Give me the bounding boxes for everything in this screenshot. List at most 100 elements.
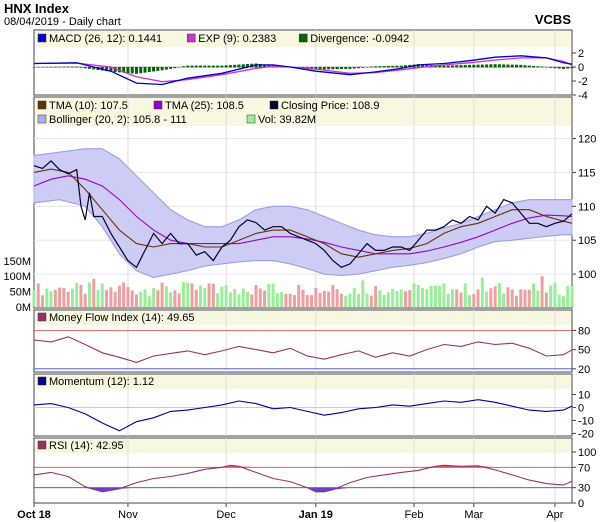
volume-bar bbox=[450, 289, 454, 307]
volume-bar bbox=[369, 295, 373, 307]
volume-bar bbox=[374, 286, 378, 307]
volume-bar bbox=[519, 289, 523, 307]
mfi-legend-bg bbox=[35, 311, 571, 325]
mfi-ytick-label: 50 bbox=[578, 345, 590, 357]
macd-divergence-bar bbox=[186, 65, 190, 68]
volume-bar bbox=[438, 285, 442, 307]
macd-divergence-bar bbox=[523, 65, 527, 68]
macd-divergence-bar bbox=[41, 66, 45, 68]
macd-divergence-bar bbox=[416, 64, 420, 68]
volume-bar bbox=[357, 294, 361, 307]
volume-bar bbox=[331, 284, 335, 307]
macd-divergence-bar bbox=[258, 64, 262, 68]
macd-divergence-bar bbox=[374, 66, 378, 68]
macd-divergence-bar bbox=[75, 66, 79, 68]
volume-bar bbox=[476, 289, 480, 307]
macd-divergence-bar bbox=[109, 67, 113, 72]
volume-bar bbox=[164, 286, 168, 307]
volume-bar bbox=[275, 293, 279, 307]
volume-bar bbox=[169, 292, 173, 307]
volume-bar bbox=[485, 291, 489, 307]
macd-divergence-bar bbox=[216, 65, 220, 68]
macd-divergence-bar bbox=[224, 65, 228, 68]
x-tick-label: Jan 19 bbox=[299, 509, 333, 521]
volume-bar bbox=[177, 293, 181, 307]
macd-divergence-bar bbox=[357, 67, 361, 69]
macd-divergence-bar bbox=[502, 64, 506, 68]
macd-divergence-bar bbox=[468, 64, 472, 68]
volume-bar bbox=[472, 293, 476, 307]
macd-divergence-bar bbox=[211, 65, 215, 68]
price-ytick-label: 105 bbox=[578, 235, 596, 247]
macd-divergence-bar bbox=[203, 65, 207, 68]
macd-divergence-bar bbox=[485, 64, 489, 68]
volume-bar bbox=[117, 285, 121, 307]
volume-bar bbox=[88, 282, 92, 307]
volume-bar bbox=[566, 286, 570, 307]
mfi-legend-label: Money Flow Index (14): 49.65 bbox=[49, 312, 195, 324]
volume-bar bbox=[199, 285, 203, 307]
macd-divergence-bar bbox=[344, 67, 348, 69]
volume-bar bbox=[245, 292, 249, 307]
volume-bar bbox=[523, 289, 527, 307]
macd-divergence-bar bbox=[450, 65, 454, 68]
volume-bar bbox=[32, 290, 36, 307]
price-series-closing-price bbox=[33, 160, 573, 269]
chart-subtitle: 08/04/2019 - Daily chart bbox=[4, 16, 121, 28]
volume-bar bbox=[160, 282, 164, 307]
price-legend-label: TMA (10): 107.5 bbox=[49, 100, 128, 112]
macd-divergence-bar bbox=[510, 64, 514, 68]
volume-bar bbox=[70, 288, 74, 307]
volume-bar bbox=[113, 291, 117, 307]
macd-divergence-bar bbox=[160, 67, 164, 71]
rsi-ytick-label: 100 bbox=[578, 447, 596, 459]
volume-bar bbox=[455, 289, 459, 307]
macd-divergence-bar bbox=[561, 67, 565, 69]
volume-bar bbox=[228, 292, 232, 307]
macd-divergence-bar bbox=[130, 67, 134, 74]
momentum-ytick-label: 0 bbox=[578, 402, 584, 414]
price-legend-label: Closing Price: 108.9 bbox=[281, 100, 379, 112]
rsi-overbought-fill bbox=[34, 465, 572, 468]
macd-divergence-bar bbox=[156, 67, 160, 71]
macd-divergence-bar bbox=[36, 66, 40, 68]
volume-bar bbox=[497, 283, 501, 307]
mfi-ytick-label: 20 bbox=[578, 364, 590, 376]
volume-bar bbox=[549, 285, 553, 307]
momentum-ytick-label: -20 bbox=[578, 428, 594, 440]
macd-divergence-bar bbox=[544, 67, 548, 68]
volume-bar bbox=[203, 287, 207, 307]
rsi-oversold-fill bbox=[34, 487, 572, 492]
macd-legend-swatch bbox=[298, 33, 308, 43]
price-legend-label: Bollinger (20, 2): 105.8 - 111 bbox=[49, 114, 187, 126]
volume-bar bbox=[96, 290, 100, 307]
price-legend-swatch bbox=[153, 100, 163, 110]
macd-divergence-bar bbox=[88, 67, 92, 69]
volume-bar bbox=[207, 283, 211, 307]
macd-divergence-bar bbox=[331, 67, 335, 70]
macd-divergence-bar bbox=[143, 67, 147, 73]
volume-bar bbox=[173, 290, 177, 307]
volume-bar bbox=[280, 291, 284, 307]
volume-bar bbox=[502, 293, 506, 307]
volume-bar bbox=[352, 287, 356, 307]
volume-bar bbox=[344, 295, 348, 307]
volume-bar bbox=[339, 293, 343, 307]
macd-divergence-bar bbox=[220, 65, 224, 68]
mfi-series-line bbox=[33, 336, 573, 363]
volume-bar bbox=[122, 282, 126, 307]
macd-divergence-bar bbox=[399, 65, 403, 68]
macd-divergence-bar bbox=[181, 66, 185, 68]
x-tick-label: Mar bbox=[464, 509, 483, 521]
macd-divergence-bar bbox=[361, 67, 365, 68]
macd-ytick-label: 0 bbox=[578, 62, 584, 74]
macd-divergence-bar bbox=[49, 66, 53, 68]
volume-bar bbox=[412, 283, 416, 307]
macd-divergence-bar bbox=[70, 66, 74, 68]
volume-bar bbox=[83, 293, 87, 307]
macd-divergence-bar bbox=[489, 64, 493, 68]
volume-bar bbox=[442, 283, 446, 307]
macd-divergence-bar bbox=[335, 67, 339, 70]
volume-bar bbox=[288, 293, 292, 307]
